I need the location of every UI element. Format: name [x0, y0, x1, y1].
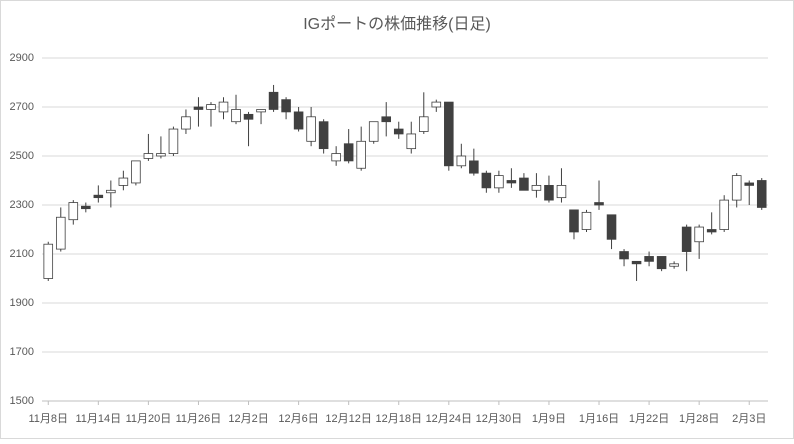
chart-title: IGポートの株価推移(日足) [303, 15, 491, 33]
candle-body [268, 91, 279, 110]
candle-body [206, 104, 216, 110]
candle-body [619, 251, 629, 260]
x-tick-label: 1月28日 [679, 413, 719, 425]
x-tick-label: 11月8日 [28, 413, 68, 425]
candle-body [456, 155, 467, 167]
candle-body [368, 121, 379, 142]
candle-body [581, 211, 592, 230]
candle-body [193, 106, 204, 110]
x-tick-label: 12月2日 [228, 413, 268, 425]
candle-body [131, 160, 141, 184]
x-tick-label: 12月12日 [325, 413, 371, 425]
candle-body [55, 216, 66, 250]
x-tick-label: 11月14日 [75, 413, 121, 425]
candle-body [293, 111, 304, 130]
candle-body [218, 101, 229, 113]
candle-body [168, 128, 179, 154]
candle-body [318, 121, 329, 150]
x-tick-label: 12月30日 [476, 413, 522, 425]
candle-body [68, 202, 79, 221]
x-tick-label: 11月20日 [126, 413, 172, 425]
candle-body [556, 184, 567, 199]
candle-body [569, 209, 579, 233]
candle-body [706, 229, 717, 233]
x-tick-label: 11月26日 [176, 413, 222, 425]
candle-body [281, 99, 291, 113]
candle-body [719, 199, 729, 230]
candle-body [331, 153, 341, 162]
candle-body [143, 153, 154, 159]
y-tick-label: 2700 [10, 101, 34, 113]
candle-body [631, 260, 642, 265]
candle-body [494, 175, 504, 189]
candle-body [694, 226, 704, 243]
y-tick-label: 1500 [10, 395, 34, 407]
candle-body [656, 256, 667, 270]
candle-body [594, 202, 604, 206]
candle-body [231, 109, 241, 123]
candle-body [606, 214, 617, 240]
y-tick-label: 2100 [10, 248, 34, 260]
candle-body [356, 140, 366, 169]
candle-body [118, 177, 129, 186]
x-tick-label: 12月18日 [375, 413, 421, 425]
candle-body [256, 109, 266, 113]
candle-body [406, 133, 417, 150]
candle-body [731, 175, 742, 201]
x-tick-label: 12月6日 [278, 413, 318, 425]
candle-body [156, 153, 166, 157]
candle-body [381, 116, 392, 123]
candle-body [343, 143, 354, 162]
candle-body [81, 205, 91, 210]
x-tick-label: 2月3日 [732, 413, 766, 425]
candle-body [756, 180, 767, 208]
candle-body [481, 172, 492, 189]
candle-body [93, 194, 104, 199]
y-tick-label: 2300 [10, 199, 34, 211]
x-tick-label: 1月9日 [532, 413, 566, 425]
candle-body [444, 101, 454, 167]
x-tick-label: 1月22日 [629, 413, 669, 425]
candle-body [43, 243, 54, 279]
candle-body [418, 116, 429, 132]
candle-body [306, 116, 316, 142]
candle-body [531, 184, 542, 191]
candle-body [243, 113, 254, 120]
candle-body [106, 189, 116, 194]
x-tick-label: 1月16日 [579, 413, 619, 425]
y-tick-label: 2500 [10, 150, 34, 162]
candle-body [469, 160, 479, 174]
candle-body [506, 180, 517, 184]
y-tick-label: 2900 [10, 52, 34, 64]
candle-body [431, 101, 442, 108]
y-tick-label: 1700 [10, 346, 34, 358]
candle-body [393, 128, 404, 135]
candle-body [644, 256, 654, 262]
y-tick-label: 1900 [10, 297, 34, 309]
candle-body [519, 177, 529, 191]
candle-body [181, 116, 191, 130]
x-tick-label: 12月24日 [426, 413, 472, 425]
candle-body [744, 182, 755, 186]
candle-body [681, 226, 692, 252]
candle-body [544, 184, 554, 201]
candle-body [669, 263, 679, 267]
